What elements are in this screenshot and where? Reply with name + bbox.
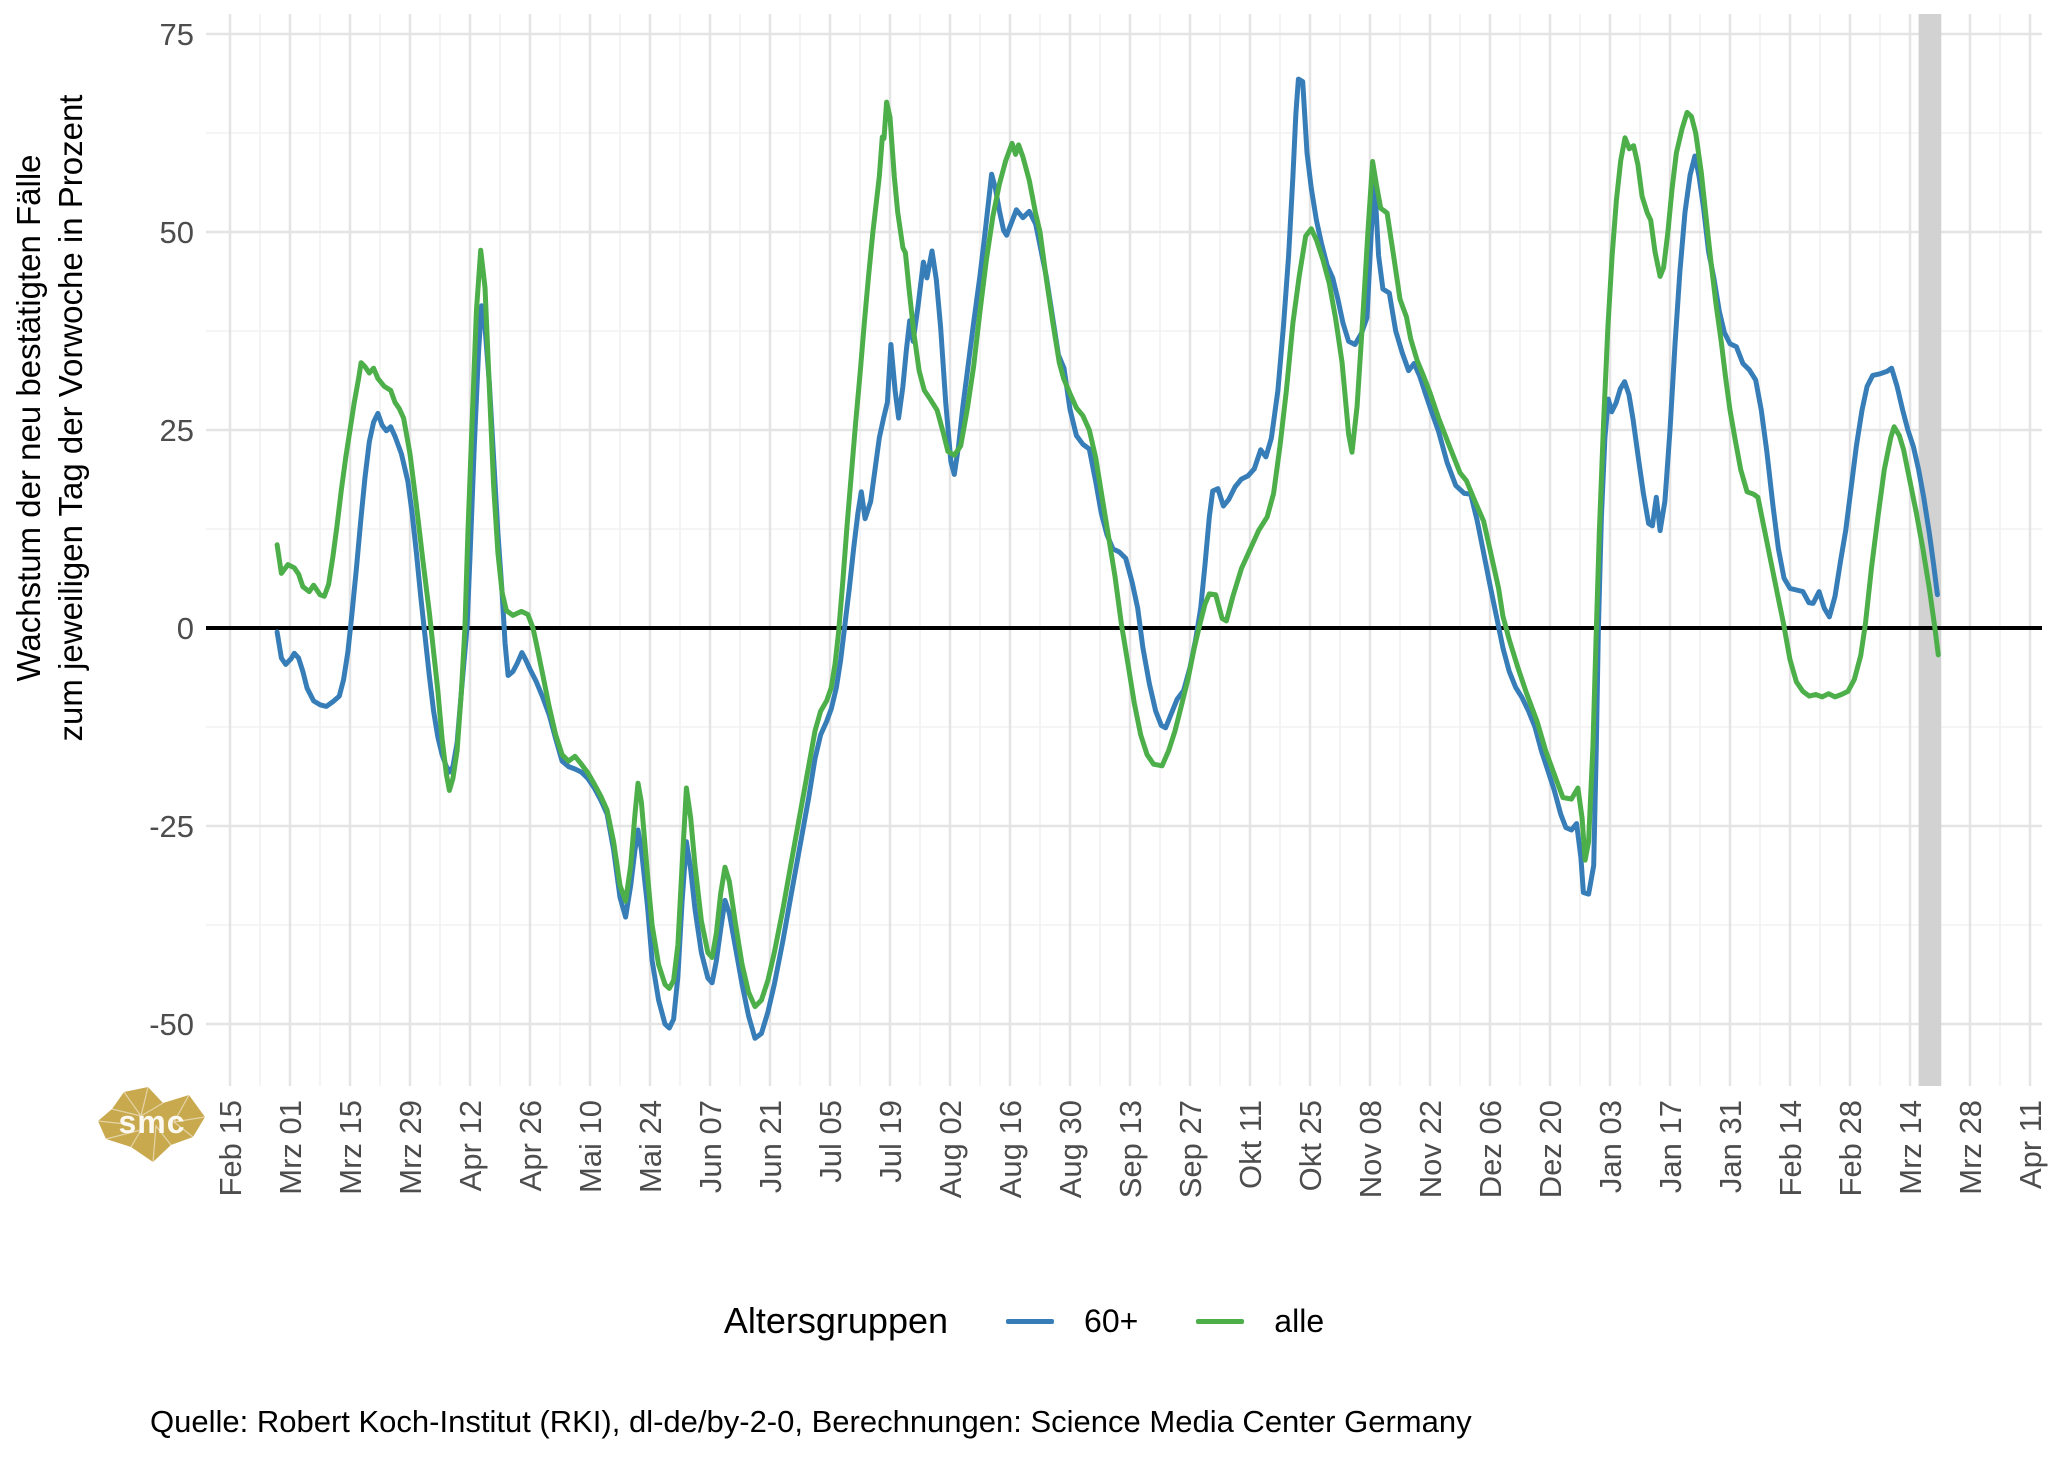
legend-label-alle: alle — [1274, 1302, 1325, 1339]
legend-label-60plus: 60+ — [1084, 1302, 1139, 1339]
x-tick-label: Nov 22 — [1413, 1100, 1448, 1198]
x-tick-label: Dez 20 — [1533, 1100, 1568, 1198]
smc-logo: smc — [96, 1086, 208, 1164]
x-tick-label: Jun 21 — [753, 1100, 788, 1193]
smc-logo-text: smc — [118, 1104, 185, 1140]
legend-key-alle-line-icon — [1196, 1318, 1245, 1324]
x-tick-label: Jun 07 — [693, 1100, 728, 1193]
y-tick-label: -50 — [149, 1007, 194, 1042]
source-caption: Quelle: Robert Koch-Institut (RKI), dl-d… — [150, 1404, 1472, 1439]
x-axis-tick-labels: Feb 15 Mrz 01 Mrz 15 Mrz 29 Apr 12 Apr 26 Mai … — [213, 1100, 2048, 1198]
x-tick-label: Feb 28 — [1833, 1100, 1868, 1197]
y-tick-label: 0 — [177, 611, 194, 646]
x-tick-label: Feb 14 — [1773, 1100, 1808, 1197]
x-tick-label: Mrz 15 — [333, 1100, 368, 1195]
x-tick-label: Mrz 01 — [273, 1100, 308, 1195]
x-tick-label: Okt 25 — [1293, 1100, 1328, 1191]
y-tick-label: -25 — [149, 809, 194, 844]
x-tick-label: Okt 11 — [1233, 1100, 1268, 1189]
x-tick-label: Dez 06 — [1473, 1100, 1508, 1198]
x-tick-label: Jul 19 — [873, 1100, 908, 1183]
series-line-60plus — [274, 76, 1940, 1041]
y-axis-title-line1: Wachstum der neu bestätigten Fälle — [10, 154, 47, 681]
x-tick-label: Jan 17 — [1653, 1100, 1688, 1193]
x-tick-label: Jan 03 — [1593, 1100, 1628, 1193]
x-tick-label: Mai 10 — [573, 1100, 608, 1193]
smc-logo-shape: smc — [97, 1086, 206, 1163]
legend-title: Altersgruppen — [723, 1300, 949, 1341]
legend: Altersgruppen 60+ alle — [0, 1300, 2048, 1342]
legend-key-60plus-line-icon — [1006, 1318, 1055, 1324]
x-tick-label: Feb 15 — [213, 1100, 248, 1197]
x-tick-label: Aug 30 — [1053, 1100, 1088, 1198]
x-tick-label: Jul 05 — [813, 1100, 848, 1183]
y-axis-tick-labels: 75 50 25 0 -25 -50 — [149, 17, 194, 1042]
x-tick-label: Aug 02 — [933, 1100, 968, 1198]
y-tick-label: 50 — [160, 215, 194, 250]
x-tick-label: Mrz 28 — [1953, 1100, 1988, 1195]
x-tick-label: Apr 12 — [453, 1100, 488, 1191]
x-tick-label: Mrz 29 — [393, 1100, 428, 1195]
x-tick-label: Sep 27 — [1173, 1100, 1208, 1198]
x-tick-label: Apr 26 — [513, 1100, 548, 1191]
x-tick-label: Mai 24 — [633, 1100, 668, 1193]
x-tick-label: Apr 11 — [2013, 1100, 2048, 1189]
y-tick-label: 25 — [160, 413, 194, 448]
x-tick-label: Nov 08 — [1353, 1100, 1388, 1198]
series-line-alle — [274, 99, 1941, 1010]
x-tick-label: Mrz 14 — [1893, 1100, 1928, 1195]
x-tick-label: Sep 13 — [1113, 1100, 1148, 1198]
x-tick-label: Aug 16 — [993, 1100, 1028, 1198]
data-series — [274, 76, 1941, 1041]
x-tick-label: Jan 31 — [1713, 1100, 1748, 1193]
y-axis-title-line2: zum jeweiligen Tag der Vorwoche in Proze… — [52, 95, 89, 742]
y-tick-label: 75 — [160, 17, 194, 52]
